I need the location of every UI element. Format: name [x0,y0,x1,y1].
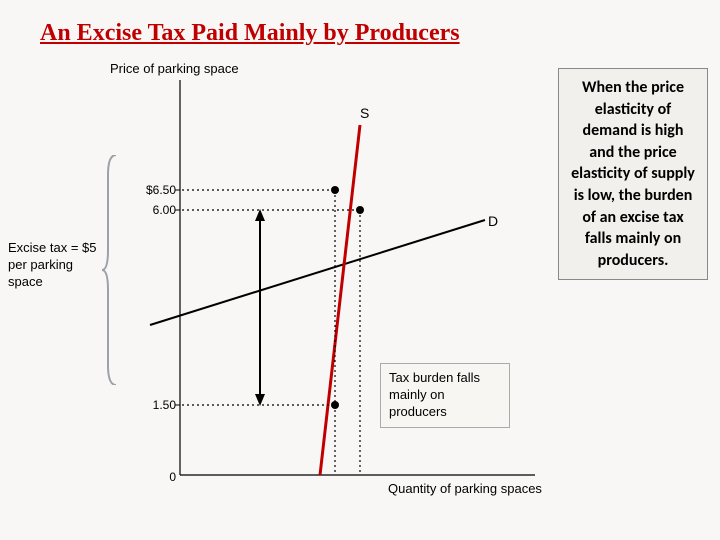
y-label-zero: 0 [128,470,176,484]
y-label-high: $6.50 [128,183,176,197]
supply-label: S [360,105,369,121]
y-axis-title: Price of parking space [110,61,239,76]
tax-burden-annotation: Tax burden falls mainly on producers [380,363,510,428]
excise-brace-icon [102,155,118,385]
excise-tax-label: Excise tax = $5 per parking space [8,240,103,291]
demand-label: D [488,213,498,229]
y-label-low: 1.50 [128,398,176,412]
page-title: An Excise Tax Paid Mainly by Producers [0,0,720,47]
x-axis-title: Quantity of parking spaces [388,481,542,496]
sidebar-note: When the price elasticity of demand is h… [558,68,708,280]
y-label-mid: 6.00 [128,203,176,217]
